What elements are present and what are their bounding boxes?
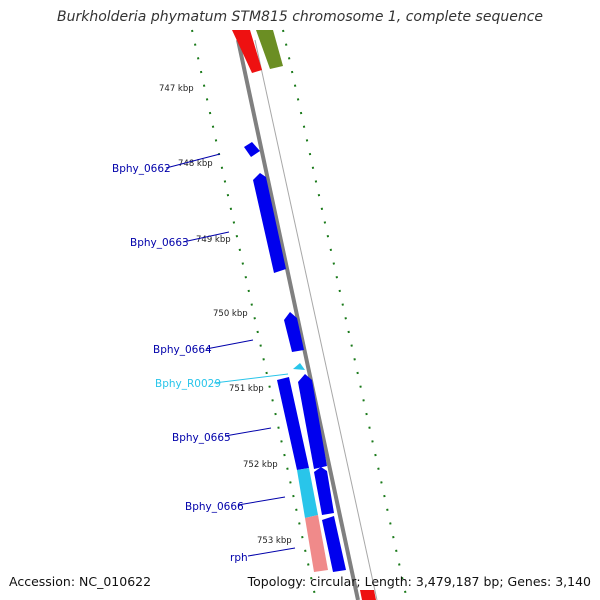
tick-label: 753 kbp [257, 536, 292, 546]
red-feature-top [232, 30, 262, 73]
leader-line [247, 547, 296, 557]
backbone [236, 39, 378, 600]
gene-feature-bphy-0662 [244, 142, 260, 157]
gene-label-rph: rph [230, 552, 248, 564]
gene-features [244, 142, 346, 572]
red-feature-bottom [360, 590, 376, 600]
gene-feature-bphy-0666-b [314, 467, 334, 515]
tick-label: 750 kbp [213, 309, 248, 319]
leader-line [165, 153, 221, 169]
tick-label: 751 kbp [229, 384, 264, 394]
map-title: Burkholderia phymatum STM815 chromosome … [56, 9, 543, 25]
gene-feature-bphy-0663 [253, 173, 286, 273]
tick-label: 749 kbp [196, 235, 231, 245]
top-features [232, 30, 376, 600]
accession-text: Accession: NC_010622 [9, 574, 152, 589]
olive-feature-top [256, 30, 283, 69]
gene-feature-rph-b [322, 516, 346, 572]
gene-feature-bphy-0664 [284, 312, 304, 352]
gene-labels: Bphy_0662 Bphy_0663 Bphy_0664 Bphy_R0029… [112, 153, 296, 564]
gene-label-bphy-0665: Bphy_0665 [172, 432, 231, 444]
gene-label-bphy-r0029: Bphy_R0029 [155, 378, 221, 390]
gene-feature-bphy-r0029 [293, 363, 305, 370]
gene-label-bphy-0664: Bphy_0664 [153, 344, 212, 356]
leader-line [237, 496, 286, 506]
leader-line [205, 339, 254, 350]
tick-labels: 747 kbp 748 kbp 749 kbp 750 kbp 751 kbp … [159, 84, 292, 546]
leader-line [213, 373, 289, 384]
leader-line [182, 231, 230, 243]
genome-summary-text: Topology: circular; Length: 3,479,187 bp… [247, 574, 591, 589]
tick-label: 748 kbp [178, 159, 213, 169]
gene-feature-rph-a [305, 515, 328, 572]
gene-feature-bphy-0665-a [277, 377, 309, 470]
leader-line [224, 427, 272, 437]
tick-label: 747 kbp [159, 84, 194, 94]
gene-feature-bphy-0666-a [297, 468, 318, 518]
outer-tick-ring [282, 29, 408, 600]
tick-label: 752 kbp [243, 460, 278, 470]
gene-label-bphy-0663: Bphy_0663 [130, 237, 189, 249]
gene-label-bphy-0662: Bphy_0662 [112, 163, 171, 175]
gene-feature-bphy-0665-b [298, 374, 327, 469]
gene-label-bphy-0666: Bphy_0666 [185, 501, 244, 513]
